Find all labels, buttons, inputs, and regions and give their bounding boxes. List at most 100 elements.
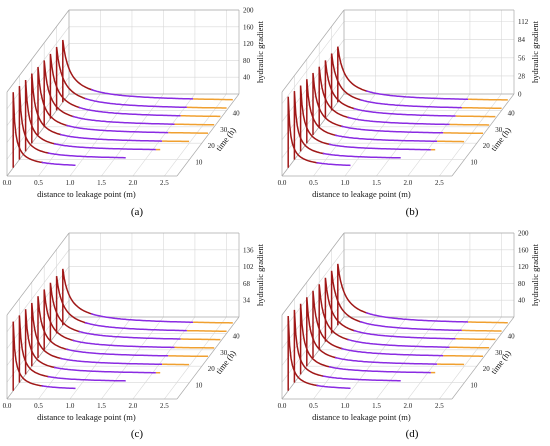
series-curve-45h bbox=[365, 311, 469, 323]
time-tick-label: 20 bbox=[208, 142, 216, 150]
series-curve-20h bbox=[31, 302, 62, 367]
x-tick-label: 2.5 bbox=[160, 179, 169, 187]
series-curve-45h bbox=[365, 90, 469, 101]
series-curve-15h bbox=[299, 303, 331, 375]
series-curve-10h bbox=[47, 375, 126, 382]
time-tick-label: 40 bbox=[233, 332, 241, 340]
x-tick-label: 2.0 bbox=[129, 179, 138, 187]
floor-grid-line bbox=[344, 93, 408, 177]
side-grid-line bbox=[281, 21, 345, 104]
floor-grid-line bbox=[38, 93, 101, 177]
z-tick-label: 136 bbox=[243, 246, 254, 254]
series-curve-10h bbox=[18, 315, 50, 383]
panel-a: 0.0 0.5 1.0 1.5 2.0 2.5 10 20 30 40 40 80 120 160 200 d… bbox=[0, 0, 275, 223]
series-curve-35h bbox=[353, 329, 456, 340]
chart-group: 0.0 0.5 1.0 1.5 2.0 2.5 10 20 30 40 40 80 120 160 200 d… bbox=[3, 7, 265, 200]
axis-box-edge bbox=[281, 232, 345, 316]
series-curve-40h bbox=[186, 106, 227, 109]
chart-group: 0.0 0.5 1.0 1.5 2.0 2.5 10 20 30 40 40 80 120 160 200 d… bbox=[278, 230, 540, 423]
series-curve-30h bbox=[72, 339, 175, 349]
series-curve-35h bbox=[324, 60, 356, 119]
time-tick-label: 30 bbox=[220, 126, 228, 134]
x-axis-label: distance to leakage point (m) bbox=[312, 189, 411, 199]
series-curve-5h bbox=[316, 384, 351, 389]
panel-label-c: (c) bbox=[130, 428, 144, 440]
series-curve-15h bbox=[328, 143, 431, 151]
z-axis-label: hydraulic gradient bbox=[255, 243, 265, 306]
series-curve-35h bbox=[324, 277, 356, 342]
time-tick-label: 40 bbox=[233, 109, 241, 117]
series-curve-40h bbox=[186, 329, 227, 333]
floor-grid-line bbox=[69, 93, 133, 177]
series-curve-40h bbox=[55, 46, 87, 111]
series-curve-40h bbox=[359, 98, 462, 109]
x-tick-label: 1.0 bbox=[341, 402, 350, 410]
x-tick-label: 1.5 bbox=[97, 179, 106, 187]
series-curve-15h bbox=[53, 366, 156, 374]
series-curve-5h bbox=[41, 385, 76, 390]
series-curve-40h bbox=[461, 106, 502, 110]
series-curve-45h bbox=[62, 39, 93, 103]
side-grid-line bbox=[6, 249, 70, 332]
series-curve-40h bbox=[359, 320, 462, 332]
axis-box-edge bbox=[6, 9, 70, 93]
axis-box-edge bbox=[451, 93, 515, 177]
series-curve-20h bbox=[31, 73, 62, 144]
series-curve-5h bbox=[287, 96, 319, 168]
series-curve-10h bbox=[293, 309, 325, 383]
series-curve-10h bbox=[322, 152, 401, 159]
axis-box-edge bbox=[451, 316, 515, 400]
z-tick-label: 28 bbox=[518, 72, 526, 80]
axis-box-edge bbox=[6, 232, 70, 316]
series-curve-5h bbox=[287, 315, 319, 391]
x-tick-label: 0.5 bbox=[309, 402, 318, 410]
z-tick-label: 102 bbox=[243, 263, 254, 271]
chart-group: 0.0 0.5 1.0 1.5 2.0 2.5 10 20 30 40 34 68 102 136 dist… bbox=[3, 232, 265, 422]
series-curve-30h bbox=[318, 66, 350, 127]
x-tick-label: 1.5 bbox=[372, 402, 381, 410]
series-curve-15h bbox=[53, 142, 156, 151]
z-tick-label: 120 bbox=[243, 40, 254, 48]
series-curve-35h bbox=[49, 53, 81, 119]
series-curve-30h bbox=[347, 338, 450, 348]
x-tick-label: 2.5 bbox=[160, 402, 169, 410]
series-curve-15h bbox=[328, 365, 431, 374]
floor-grid-line bbox=[344, 316, 408, 400]
x-tick-label: 0.5 bbox=[34, 402, 43, 410]
series-curve-20h bbox=[334, 134, 438, 143]
x-tick-label: 2.5 bbox=[435, 179, 444, 187]
time-tick-label: 10 bbox=[195, 159, 203, 167]
series-curve-30h bbox=[449, 123, 490, 126]
series-curve-5h bbox=[12, 321, 44, 391]
series-curve-30h bbox=[318, 284, 350, 350]
x-tick-label: 2.0 bbox=[404, 402, 413, 410]
panel-label-a: (a) bbox=[130, 206, 144, 218]
series-curve-35h bbox=[78, 330, 181, 340]
x-axis-label: distance to leakage point (m) bbox=[37, 412, 136, 422]
x-tick-label: 1.0 bbox=[66, 179, 75, 187]
time-tick-label: 30 bbox=[495, 349, 503, 357]
x-tick-label: 1.0 bbox=[341, 179, 350, 187]
time-tick-label: 40 bbox=[508, 109, 515, 117]
series-curve-35h bbox=[455, 115, 496, 118]
series-curve-10h bbox=[18, 86, 50, 160]
series-curve-25h bbox=[66, 124, 169, 134]
z-tick-label: 34 bbox=[243, 297, 251, 305]
z-tick-label: 40 bbox=[243, 74, 251, 82]
series-curve-45h bbox=[468, 321, 508, 324]
series-curve-25h bbox=[168, 355, 208, 358]
series-curve-25h bbox=[443, 354, 483, 357]
time-tick-label: 10 bbox=[470, 382, 478, 390]
series-curve-25h bbox=[66, 348, 169, 357]
x-tick-label: 2.0 bbox=[129, 402, 138, 410]
floor-grid-line bbox=[101, 93, 164, 177]
z-tick-label: 80 bbox=[243, 57, 251, 65]
series-curve-5h bbox=[316, 161, 351, 167]
series-curve-5h bbox=[41, 161, 76, 166]
series-curve-20h bbox=[59, 357, 163, 366]
panel-label-b: (b) bbox=[405, 206, 419, 218]
panel-b: 0.0 0.5 1.0 1.5 2.0 2.5 10 20 30 40 0 28 56 84 112 dist… bbox=[275, 0, 550, 223]
series-curve-15h bbox=[24, 79, 56, 152]
series-curve-30h bbox=[347, 116, 450, 126]
z-axis-label: hydraulic gradient bbox=[255, 20, 265, 83]
